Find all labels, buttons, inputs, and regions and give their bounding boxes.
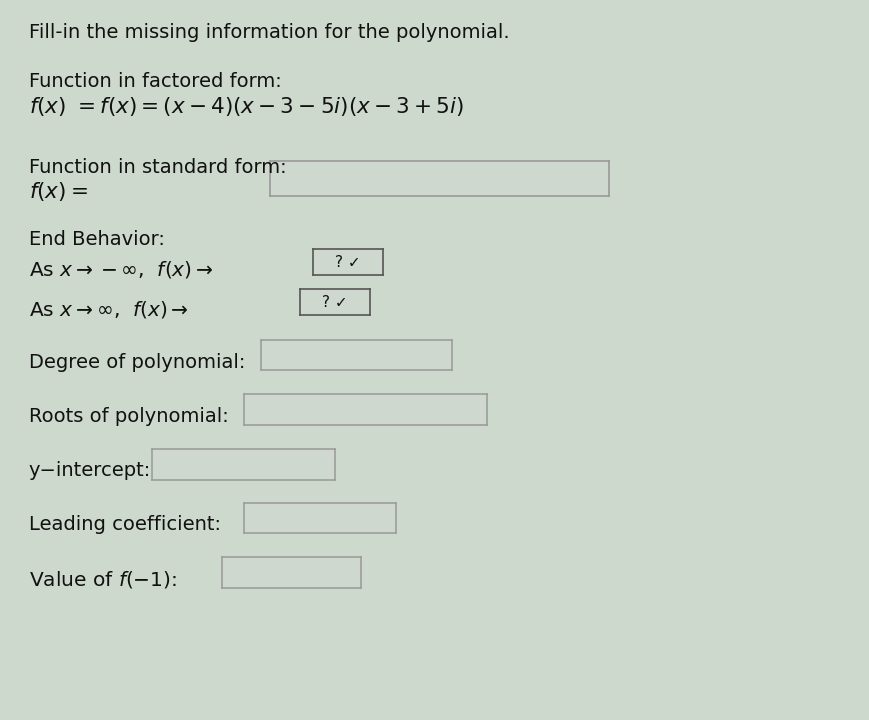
Text: Fill-in the missing information for the polynomial.: Fill-in the missing information for the … bbox=[29, 23, 508, 42]
Text: Degree of polynomial:: Degree of polynomial: bbox=[29, 353, 245, 372]
Text: As $x \rightarrow -\infty$,  $f(x) \rightarrow$: As $x \rightarrow -\infty$, $f(x) \right… bbox=[29, 259, 213, 280]
Text: y−intercept:: y−intercept: bbox=[29, 461, 151, 480]
Text: As $x \rightarrow \infty$,  $f(x) \rightarrow$: As $x \rightarrow \infty$, $f(x) \righta… bbox=[29, 299, 189, 320]
Text: ? ✓: ? ✓ bbox=[335, 255, 361, 269]
Text: ? ✓: ? ✓ bbox=[322, 295, 348, 310]
Text: Leading coefficient:: Leading coefficient: bbox=[29, 515, 221, 534]
Text: End Behavior:: End Behavior: bbox=[29, 230, 164, 249]
Text: Roots of polynomial:: Roots of polynomial: bbox=[29, 407, 229, 426]
Text: Function in standard form:: Function in standard form: bbox=[29, 158, 292, 177]
Text: $f(x)\ =f(x) = (x-4)(x-3-5i)(x-3+5i)$: $f(x)\ =f(x) = (x-4)(x-3-5i)(x-3+5i)$ bbox=[29, 95, 463, 118]
Text: Value of $f(-1)$:: Value of $f(-1)$: bbox=[29, 569, 176, 590]
Text: Function in factored form:: Function in factored form: bbox=[29, 72, 288, 91]
Text: $f(x) =$: $f(x) =$ bbox=[29, 180, 88, 203]
